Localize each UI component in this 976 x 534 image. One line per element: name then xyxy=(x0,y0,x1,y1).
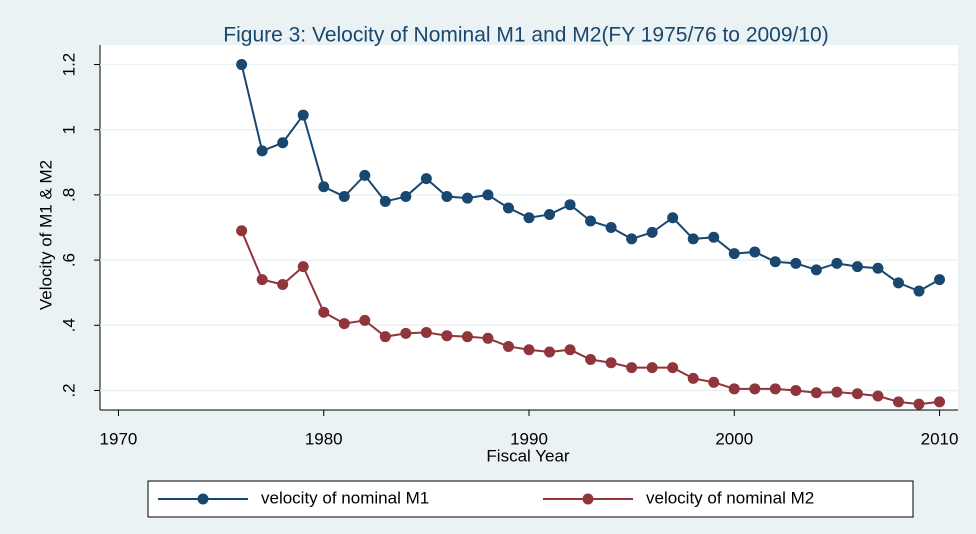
point xyxy=(441,191,453,203)
point xyxy=(379,331,391,343)
point xyxy=(851,261,863,273)
x-tick-label: 2000 xyxy=(715,429,753,448)
y-tick-label: 1 xyxy=(59,125,78,134)
point xyxy=(749,383,761,395)
point xyxy=(913,398,925,410)
point xyxy=(687,233,699,245)
point xyxy=(544,346,556,358)
point xyxy=(585,353,597,365)
x-tick-label: 1970 xyxy=(100,429,138,448)
x-tick-label: 1990 xyxy=(510,429,548,448)
point xyxy=(277,137,289,149)
point xyxy=(420,326,432,338)
point xyxy=(810,387,822,399)
point xyxy=(359,314,371,326)
point xyxy=(626,233,638,245)
point xyxy=(831,257,843,269)
point xyxy=(934,274,946,286)
point xyxy=(892,396,904,408)
point xyxy=(297,261,309,273)
point xyxy=(502,202,514,214)
point xyxy=(872,262,884,274)
point xyxy=(646,226,658,238)
point xyxy=(461,331,473,343)
x-axis-label: Fiscal Year xyxy=(486,446,569,465)
point xyxy=(769,256,781,268)
point xyxy=(934,396,946,408)
point xyxy=(482,332,494,344)
x-tick-label: 2010 xyxy=(921,429,959,448)
point xyxy=(626,362,638,374)
point xyxy=(913,285,925,297)
point xyxy=(461,192,473,204)
point xyxy=(667,212,679,224)
point xyxy=(420,173,432,185)
legend-marker xyxy=(197,493,209,505)
point xyxy=(790,384,802,396)
plot-area xyxy=(100,45,958,410)
point xyxy=(523,344,535,356)
point xyxy=(585,215,597,227)
point xyxy=(749,246,761,258)
chart-title: Figure 3: Velocity of Nominal M1 and M2(… xyxy=(223,24,828,47)
point xyxy=(544,208,556,220)
legend-marker xyxy=(582,493,594,505)
y-tick-label: .8 xyxy=(59,188,78,202)
point xyxy=(564,344,576,356)
legend xyxy=(147,480,914,518)
point xyxy=(400,327,412,339)
y-tick-label: .4 xyxy=(59,318,78,332)
point xyxy=(482,189,494,201)
point xyxy=(441,330,453,342)
point xyxy=(318,306,330,318)
point xyxy=(379,195,391,207)
point xyxy=(831,386,843,398)
point xyxy=(359,169,371,181)
point xyxy=(297,109,309,121)
point xyxy=(728,248,740,260)
point xyxy=(236,59,248,71)
point xyxy=(523,212,535,224)
point xyxy=(790,257,802,269)
point xyxy=(277,279,289,291)
y-axis-label: Velocity of M1 & M2 xyxy=(36,160,55,310)
point xyxy=(605,357,617,369)
legend-label: velocity of nominal M2 xyxy=(646,488,814,507)
point xyxy=(646,362,658,374)
point xyxy=(687,372,699,384)
point xyxy=(256,274,268,286)
point xyxy=(667,362,679,374)
point xyxy=(400,191,412,203)
y-tick-label: 1.2 xyxy=(59,53,78,77)
point xyxy=(851,388,863,400)
legend-label: velocity of nominal M1 xyxy=(261,488,429,507)
point xyxy=(338,318,350,330)
y-tick-label: .6 xyxy=(59,253,78,267)
point xyxy=(338,191,350,203)
point xyxy=(872,390,884,402)
y-tick-label: .2 xyxy=(59,383,78,397)
point xyxy=(892,277,904,289)
point xyxy=(769,383,781,395)
point xyxy=(502,340,514,352)
point xyxy=(708,231,720,243)
x-tick-label: 1980 xyxy=(305,429,343,448)
point xyxy=(564,199,576,211)
point xyxy=(810,264,822,276)
point xyxy=(728,383,740,395)
point xyxy=(318,181,330,193)
point xyxy=(256,145,268,157)
point xyxy=(236,225,248,237)
point xyxy=(605,222,617,233)
point xyxy=(708,376,720,388)
